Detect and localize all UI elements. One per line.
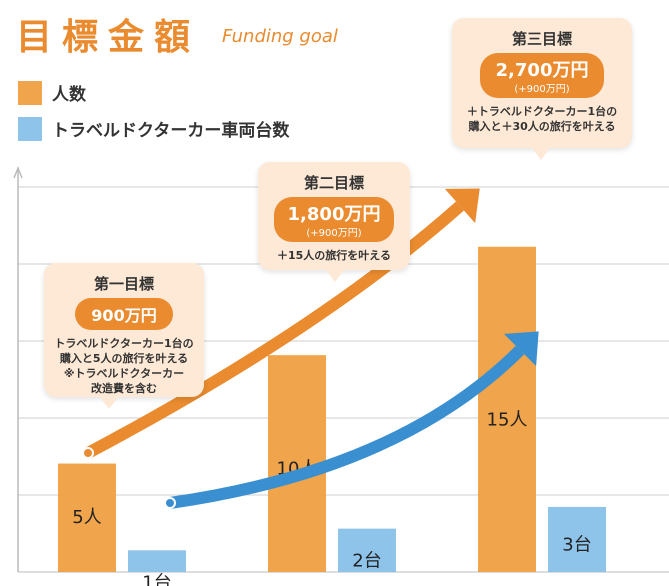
goal-amount-pill-1: 900万円 bbox=[75, 298, 173, 330]
people-growth-arrow bbox=[85, 201, 464, 459]
bar-people-1 bbox=[58, 463, 116, 572]
goal-stage-2: 第二目標 bbox=[303, 174, 364, 192]
goal-sub-3: (+900万円) bbox=[514, 84, 570, 95]
goal-amount-pill-3: 2,700万円 (+900万円) bbox=[479, 53, 605, 98]
bar-label-cars-2: 2台 bbox=[352, 551, 381, 572]
goal-amount-1: 900万円 bbox=[91, 306, 157, 325]
goal-stage-1: 第一目標 bbox=[93, 275, 154, 293]
people-growth-arrow-start-dot bbox=[82, 447, 94, 459]
goal-amount-pill-2: 1,800万円 (+900万円) bbox=[273, 197, 395, 242]
legend-item-cars: トラベルドクターカー車両台数 bbox=[18, 116, 289, 141]
bar-cars-3 bbox=[548, 506, 606, 572]
legend-item-people: 人数 bbox=[18, 80, 86, 105]
bar-label-people-1: 5人 bbox=[72, 507, 101, 528]
bar-label-people-3: 15人 bbox=[487, 410, 528, 431]
legend-swatch-cars bbox=[18, 116, 42, 141]
goal-sub-2: (+900万円) bbox=[306, 228, 362, 239]
goal-bubble-3-tail bbox=[532, 148, 550, 160]
people-growth-arrow-head bbox=[444, 188, 480, 224]
goal-bubble-2: 第二目標 1,800万円 (+900万円) ＋15人の旅行を叶える bbox=[258, 162, 410, 270]
cars-growth-arrow-head bbox=[503, 331, 539, 367]
legend-swatch-people bbox=[18, 80, 42, 105]
bar-people-3 bbox=[478, 246, 536, 572]
bar-label-cars-1: 1台 bbox=[142, 572, 171, 586]
goal-bubble-3: 第三目標 2,700万円 (+900万円) ＋トラベルドクターカー1台の 購入と… bbox=[452, 18, 632, 148]
bar-cars-1 bbox=[128, 550, 186, 572]
bar-cars-2 bbox=[338, 528, 396, 572]
page-subtitle: Funding goal bbox=[222, 26, 338, 47]
legend-label-people: 人数 bbox=[52, 85, 86, 105]
goal-bubble-2-tail bbox=[326, 270, 344, 282]
goal-bubble-1-tail bbox=[100, 397, 118, 409]
goal-stage-3: 第三目標 bbox=[511, 30, 572, 48]
goal-amount-3: 2,700万円 bbox=[495, 60, 589, 81]
bar-label-cars-3: 3台 bbox=[562, 535, 591, 556]
y-axis-arrow bbox=[13, 165, 23, 179]
goal-desc-1: トラベルドクターカー1台の 購入と5人の旅行を叶える ※トラベルドクターカー 改… bbox=[54, 337, 194, 395]
goal-desc-3: ＋トラベルドクターカー1台の 購入と＋30人の旅行を叶える bbox=[466, 105, 618, 133]
page-title: 目標金額 bbox=[16, 17, 201, 58]
cars-growth-arrow-start-dot bbox=[164, 497, 176, 509]
goal-amount-2: 1,800万円 bbox=[287, 204, 381, 225]
cars-growth-arrow bbox=[169, 345, 525, 509]
legend-label-cars: トラベルドクターカー車両台数 bbox=[52, 121, 290, 141]
goal-bubble-1: 第一目標 900万円 トラベルドクターカー1台の 購入と5人の旅行を叶える ※ト… bbox=[44, 263, 204, 397]
goal-desc-2: ＋15人の旅行を叶える bbox=[277, 249, 391, 262]
